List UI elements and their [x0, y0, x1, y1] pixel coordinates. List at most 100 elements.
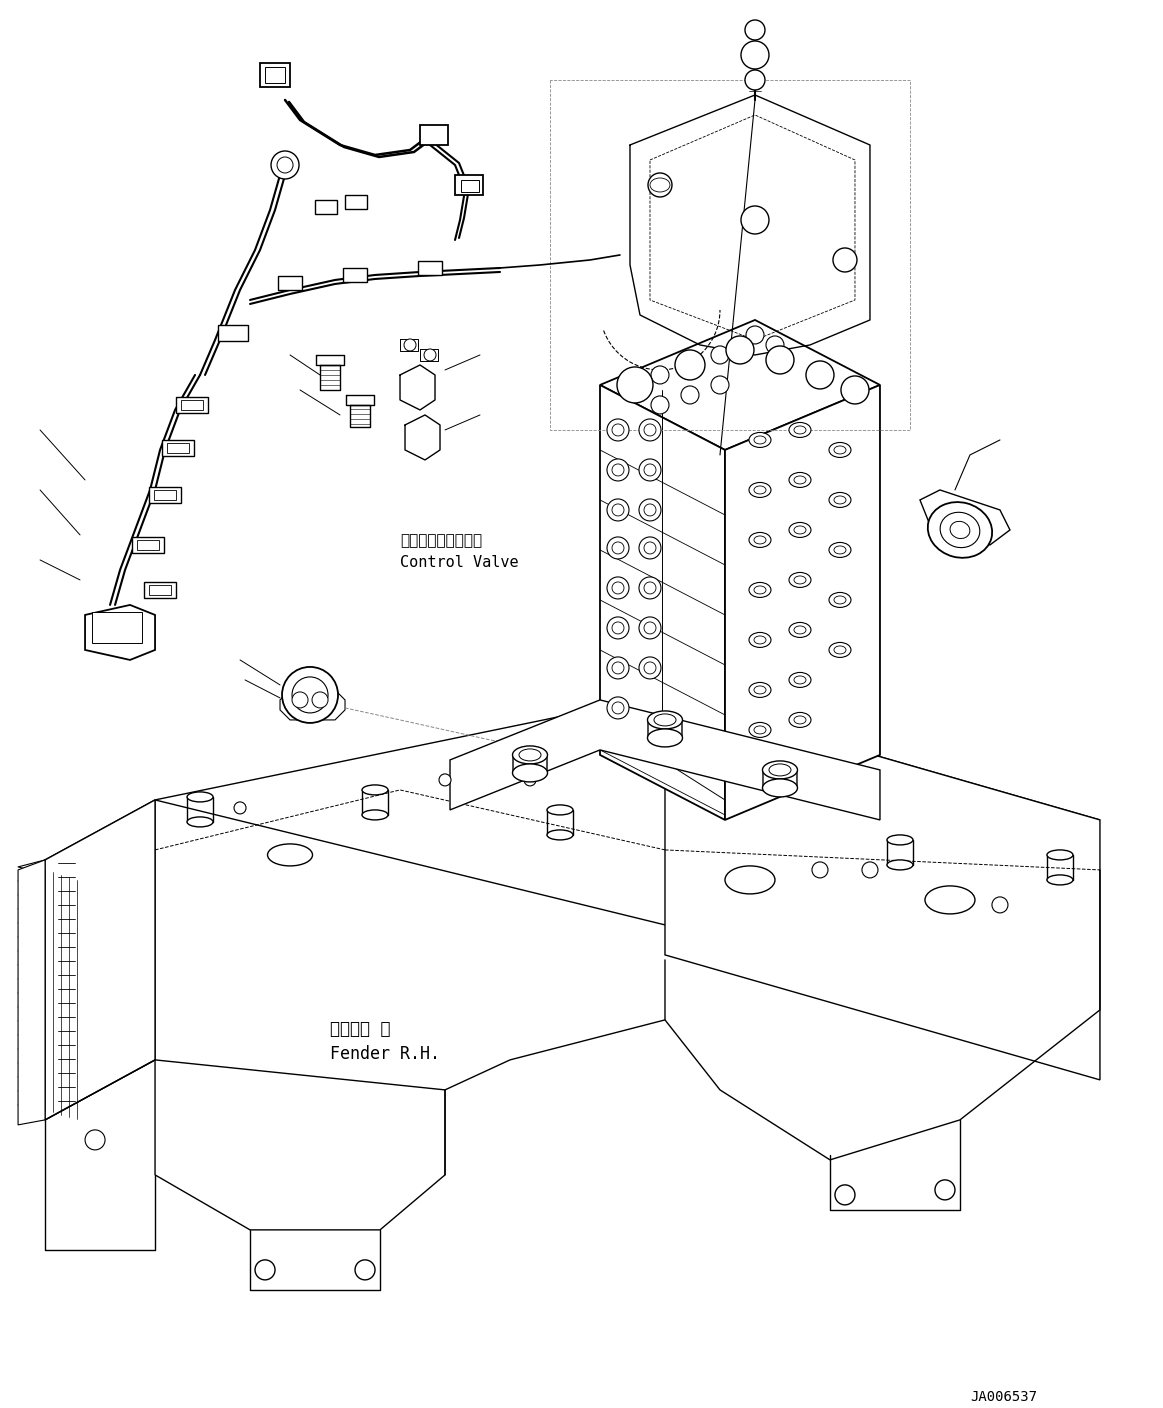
Ellipse shape	[648, 729, 683, 746]
Ellipse shape	[789, 522, 811, 538]
Circle shape	[638, 498, 661, 521]
Bar	[137, 539, 159, 551]
Bar	[133, 536, 164, 553]
Ellipse shape	[789, 622, 811, 638]
Ellipse shape	[749, 722, 771, 738]
Text: Fender R.H.: Fender R.H.	[330, 1045, 440, 1063]
Polygon shape	[725, 384, 880, 819]
Ellipse shape	[794, 476, 806, 484]
Circle shape	[833, 248, 857, 272]
Circle shape	[726, 337, 754, 363]
Ellipse shape	[794, 576, 806, 584]
Ellipse shape	[834, 496, 846, 504]
Circle shape	[651, 396, 669, 414]
Ellipse shape	[794, 427, 806, 434]
Bar	[149, 584, 171, 596]
Circle shape	[835, 1186, 855, 1205]
Ellipse shape	[513, 746, 548, 765]
Ellipse shape	[267, 843, 313, 866]
Polygon shape	[85, 605, 155, 660]
Circle shape	[612, 424, 625, 436]
Circle shape	[862, 862, 878, 879]
Ellipse shape	[725, 866, 775, 894]
Circle shape	[618, 367, 652, 403]
Ellipse shape	[763, 760, 798, 779]
Circle shape	[525, 774, 536, 786]
Ellipse shape	[648, 711, 683, 729]
Ellipse shape	[547, 829, 573, 841]
Bar	[418, 260, 442, 275]
Ellipse shape	[749, 532, 771, 548]
Bar	[265, 68, 285, 83]
Bar	[144, 582, 176, 598]
Bar	[420, 125, 448, 145]
Ellipse shape	[754, 636, 766, 643]
Bar	[162, 439, 194, 456]
Circle shape	[612, 703, 625, 714]
Bar	[278, 276, 302, 290]
Polygon shape	[450, 700, 880, 819]
Circle shape	[682, 356, 699, 375]
Ellipse shape	[749, 483, 771, 497]
Ellipse shape	[754, 486, 766, 494]
Ellipse shape	[789, 673, 811, 687]
Bar	[181, 400, 204, 410]
Circle shape	[607, 617, 629, 639]
Text: JA006537: JA006537	[970, 1390, 1037, 1404]
Circle shape	[745, 327, 764, 344]
Ellipse shape	[887, 835, 913, 845]
Bar	[345, 194, 368, 208]
Polygon shape	[600, 320, 880, 451]
Bar	[149, 487, 181, 503]
Circle shape	[283, 667, 338, 722]
Circle shape	[612, 662, 625, 674]
Ellipse shape	[928, 503, 992, 558]
Circle shape	[741, 206, 769, 234]
Ellipse shape	[362, 784, 388, 796]
Circle shape	[607, 658, 629, 679]
Ellipse shape	[754, 536, 766, 543]
Circle shape	[607, 536, 629, 559]
Circle shape	[277, 156, 293, 173]
Ellipse shape	[362, 810, 388, 819]
Circle shape	[644, 542, 656, 553]
Circle shape	[234, 803, 247, 814]
Circle shape	[644, 582, 656, 594]
Circle shape	[638, 536, 661, 559]
Circle shape	[255, 1260, 274, 1280]
Ellipse shape	[754, 727, 766, 734]
Circle shape	[644, 504, 656, 515]
Ellipse shape	[829, 642, 851, 658]
Text: フェンダ  右: フェンダ 右	[330, 1019, 391, 1038]
Polygon shape	[600, 384, 725, 819]
Polygon shape	[920, 490, 1009, 545]
Ellipse shape	[794, 527, 806, 534]
Circle shape	[638, 420, 661, 441]
Circle shape	[648, 173, 672, 197]
Polygon shape	[155, 696, 1100, 925]
Ellipse shape	[789, 422, 811, 438]
Circle shape	[644, 662, 656, 674]
Ellipse shape	[754, 686, 766, 694]
Circle shape	[612, 465, 625, 476]
Circle shape	[711, 376, 729, 394]
Circle shape	[607, 459, 629, 482]
Ellipse shape	[925, 886, 975, 914]
Ellipse shape	[789, 712, 811, 728]
Bar	[217, 325, 248, 341]
Ellipse shape	[789, 573, 811, 587]
Circle shape	[607, 420, 629, 441]
Ellipse shape	[187, 817, 213, 826]
Circle shape	[766, 337, 784, 353]
Ellipse shape	[1047, 874, 1073, 884]
Circle shape	[745, 20, 765, 39]
Circle shape	[612, 582, 625, 594]
Circle shape	[806, 360, 834, 389]
Bar	[92, 612, 142, 643]
Circle shape	[292, 691, 308, 708]
Text: コントロールバルブ: コントロールバルブ	[400, 534, 483, 548]
Ellipse shape	[887, 860, 913, 870]
Bar	[461, 180, 479, 191]
Ellipse shape	[829, 442, 851, 458]
Ellipse shape	[769, 765, 791, 776]
